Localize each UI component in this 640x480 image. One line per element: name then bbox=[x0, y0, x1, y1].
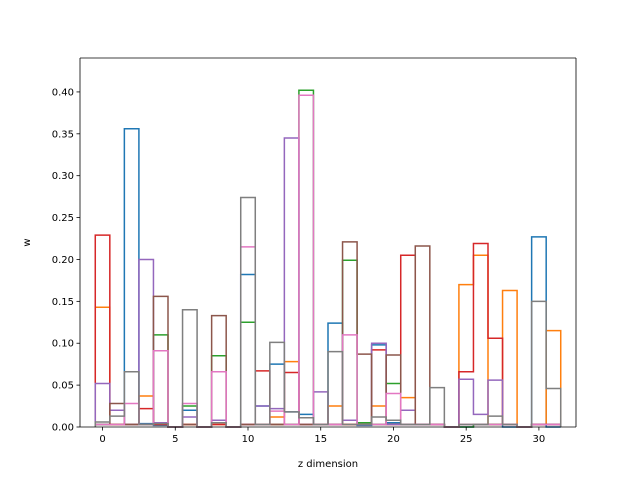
axes-frame bbox=[79, 57, 577, 428]
series-7-step-line bbox=[94, 196, 562, 428]
y-tick-label: 0.30 bbox=[52, 171, 74, 182]
y-tick-label: 0.05 bbox=[52, 381, 74, 392]
x-tick-label: 30 bbox=[533, 434, 546, 445]
y-axis-label: w bbox=[22, 238, 33, 246]
y-tick-label: 0.20 bbox=[52, 255, 74, 266]
x-axis-ticks: 0 5 10 15 20 25 30 bbox=[99, 427, 545, 445]
x-tick-label: 20 bbox=[387, 434, 400, 445]
x-tick-label: 25 bbox=[460, 434, 473, 445]
x-axis-label: z dimension bbox=[298, 459, 358, 470]
y-axis-ticks: 0.00 0.05 0.10 0.15 0.20 0.25 0.30 0.35 0.40 bbox=[52, 87, 80, 434]
y-tick-label: 0.25 bbox=[52, 213, 74, 224]
y-tick-label: 0.35 bbox=[52, 129, 74, 140]
x-tick-label: 0 bbox=[99, 434, 105, 445]
series-7 bbox=[94, 196, 562, 428]
y-tick-label: 0.15 bbox=[52, 297, 74, 308]
x-tick-label: 15 bbox=[314, 434, 327, 445]
y-tick-label: 0.40 bbox=[52, 87, 74, 98]
y-tick-label: 0.00 bbox=[52, 423, 74, 434]
series-layer bbox=[94, 89, 562, 428]
y-tick-label: 0.10 bbox=[52, 339, 74, 350]
x-tick-label: 10 bbox=[242, 434, 255, 445]
x-tick-label: 5 bbox=[172, 434, 178, 445]
